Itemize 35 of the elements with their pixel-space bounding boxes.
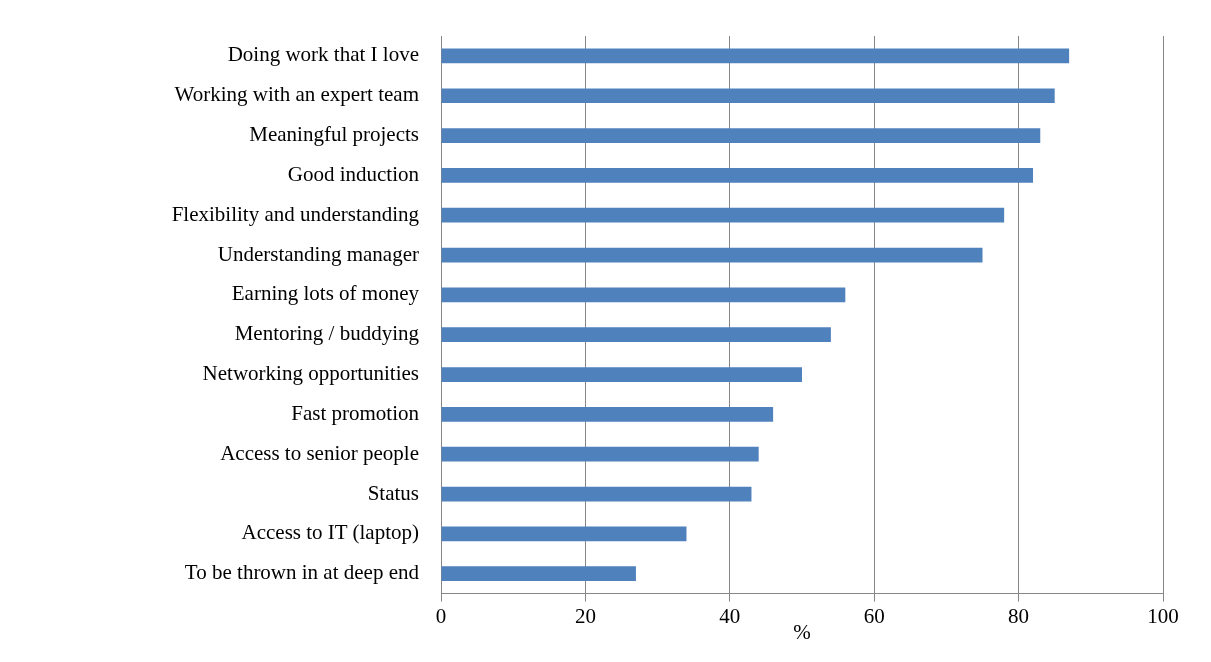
y-tick-label: Access to IT (laptop) [241,520,419,545]
x-tick-label: 40 [719,603,741,628]
bar [441,128,1041,143]
x-axis-title: % [793,619,811,644]
y-tick-label: Working with an expert team [174,82,419,107]
bar [441,486,752,502]
y-tick-label: Understanding manager [217,241,419,266]
y-tick-label: Fast promotion [291,400,420,425]
x-tick-label: 60 [863,603,885,628]
y-tick-label: Earning lots of money [231,281,420,306]
y-tick-label: Mentoring / buddying [234,321,420,346]
y-tick-label: Flexibility and understanding [171,201,420,226]
bar [441,168,1034,183]
bar [441,446,759,462]
y-tick-label: Doing work that I love [227,42,419,67]
y-tick-label: Meaningful projects [249,122,419,147]
x-tick-label: 80 [1008,603,1030,628]
bar [441,566,636,582]
bar [441,526,687,542]
bar [441,247,983,263]
x-tick-label: 100 [1147,603,1179,628]
bar [441,327,831,343]
bar [441,287,846,303]
bar [441,48,1070,64]
bar [441,407,774,422]
bar [441,88,1055,104]
x-tick-label: 20 [574,603,596,628]
y-tick-label: Good induction [287,161,420,186]
bar [441,367,802,382]
y-tick-label: To be thrown in at deep end [184,560,420,585]
y-tick-label: Networking opportunities [202,361,419,386]
y-tick-label: Status [367,480,419,505]
bar [441,207,1005,223]
x-tick-label: 0 [435,603,447,628]
y-tick-label: Access to senior people [220,440,419,465]
